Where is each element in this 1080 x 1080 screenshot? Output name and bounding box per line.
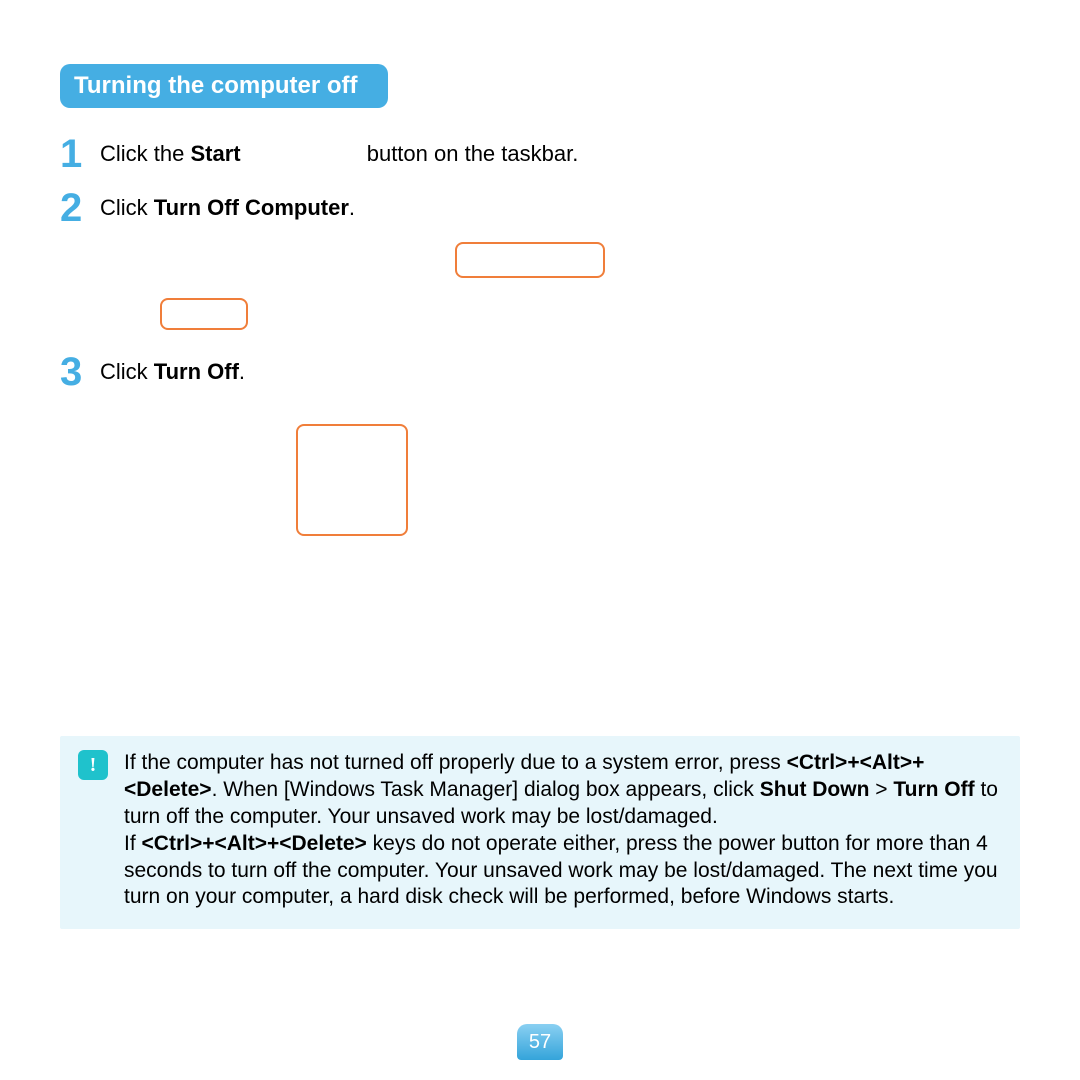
step-text-post: . — [239, 359, 245, 384]
notice-box: ! If the computer has not turned off pro… — [60, 736, 1020, 929]
callout-box — [160, 298, 248, 330]
step-text-bold: Turn Off — [154, 359, 239, 384]
step-text-bold: Start — [190, 141, 240, 166]
step-3: 3 Click Turn Off. — [60, 352, 1020, 392]
step-text: Click Turn Off Computer. — [100, 188, 355, 223]
step-2: 2 Click Turn Off Computer. — [60, 188, 1020, 228]
step-1: 1 Click the Start button on the taskbar. — [60, 134, 1020, 174]
step-text-bold: Turn Off Computer — [154, 195, 349, 220]
step-number: 2 — [60, 188, 100, 228]
step-text-post: button on the taskbar. — [361, 141, 579, 166]
t: <Ctrl>+<Alt>+<Delete> — [142, 832, 367, 855]
notice-text: If the computer has not turned off prope… — [124, 750, 1002, 911]
step-text-pre: Click — [100, 195, 154, 220]
step-text: Click Turn Off. — [100, 352, 245, 387]
callout-box-large — [296, 424, 408, 536]
step-number: 3 — [60, 352, 100, 392]
callout-row-1 — [60, 242, 1020, 352]
callout-row-2 — [60, 406, 1020, 626]
step-text-pre: Click — [100, 359, 154, 384]
step-number: 1 — [60, 134, 100, 174]
t: Shut Down — [760, 778, 870, 801]
manual-page: Turning the computer off 1 Click the Sta… — [0, 0, 1080, 1080]
alert-icon: ! — [78, 750, 108, 780]
step-text-pre: Click the — [100, 141, 190, 166]
t: . When [Windows Task Manager] dialog box… — [212, 778, 760, 801]
page-number: 57 — [517, 1024, 563, 1060]
t: > — [869, 778, 893, 801]
t: If — [124, 832, 142, 855]
step-text: Click the Start button on the taskbar. — [100, 134, 578, 169]
t: Turn Off — [893, 778, 974, 801]
step-text-post: . — [349, 195, 355, 220]
callout-box — [455, 242, 605, 278]
section-header: Turning the computer off — [60, 64, 388, 108]
page-number-container: 57 — [0, 1024, 1080, 1060]
t: If the computer has not turned off prope… — [124, 751, 787, 774]
